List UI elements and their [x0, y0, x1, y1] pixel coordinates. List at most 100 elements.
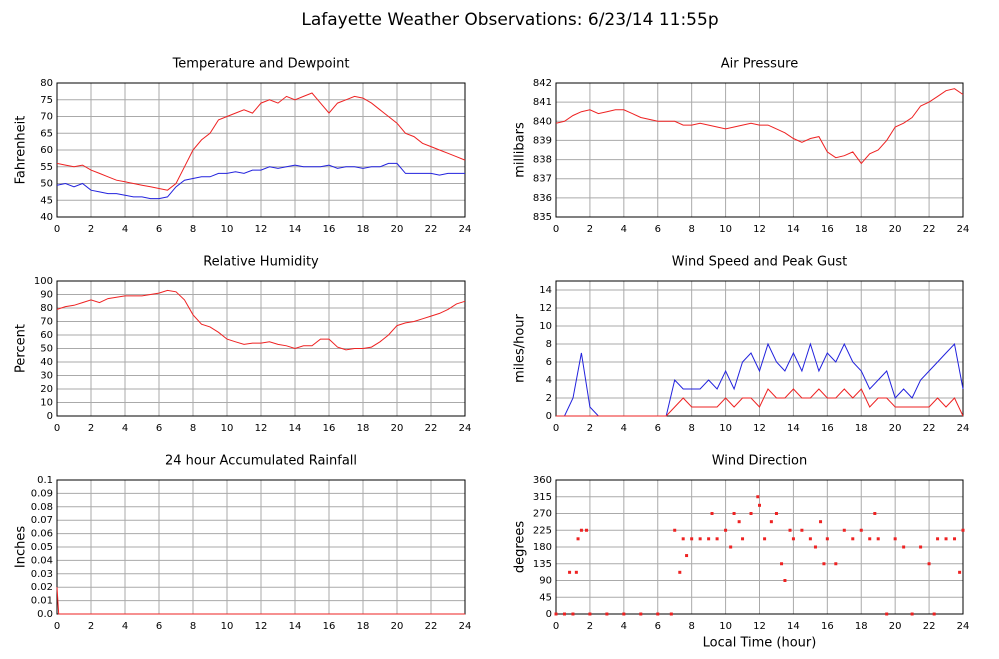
chart-title: Temperature and Dewpoint — [172, 57, 350, 72]
x-tick-label: 16 — [821, 224, 834, 235]
x-tick-label: 18 — [855, 621, 868, 632]
x-tick-label: 8 — [190, 621, 196, 632]
y-tick-label: 12 — [539, 303, 552, 314]
data-point — [834, 562, 838, 566]
x-tick-label: 6 — [156, 621, 162, 632]
x-tick-label: 24 — [957, 224, 970, 235]
x-tick-label: 2 — [587, 621, 593, 632]
y-tick-label: 838 — [533, 155, 552, 166]
data-point — [932, 612, 936, 616]
data-line — [56, 162, 465, 200]
x-tick-label: 8 — [688, 224, 694, 235]
y-tick-label: 0.1 — [37, 475, 53, 486]
y-tick-label: 0.07 — [31, 515, 53, 526]
y-tick-label: 2 — [546, 393, 552, 404]
y-tick-label: 10 — [539, 321, 552, 332]
data-point — [859, 528, 863, 532]
y-tick-label: 0.08 — [31, 502, 53, 513]
x-tick-label: 12 — [753, 423, 766, 434]
x-tick-label: 8 — [688, 621, 694, 632]
data-point — [769, 520, 773, 524]
data-point — [927, 562, 931, 566]
data-point — [961, 528, 965, 532]
data-point — [919, 545, 923, 549]
y-tick-label: 180 — [533, 542, 552, 553]
data-point — [681, 537, 685, 541]
x-tick-label: 0 — [54, 224, 60, 235]
y-tick-label: 841 — [533, 97, 552, 108]
plot-frame — [555, 280, 964, 417]
y-tick-label: 135 — [533, 559, 552, 570]
data-point — [763, 537, 767, 541]
plot-frame — [56, 280, 466, 417]
data-point — [822, 562, 826, 566]
y-tick-label: 0.05 — [31, 542, 53, 553]
data-point — [656, 612, 660, 616]
page-title: Lafayette Weather Observations: 6/23/14 … — [301, 10, 718, 30]
x-tick-label: 24 — [459, 621, 472, 632]
data-point — [885, 612, 889, 616]
x-tick-label: 20 — [889, 224, 902, 235]
x-tick-label: 24 — [957, 621, 970, 632]
x-tick-label: 4 — [122, 621, 128, 632]
y-tick-label: 835 — [533, 212, 552, 223]
y-tick-label: 0 — [546, 411, 552, 422]
x-tick-label: 0 — [54, 621, 60, 632]
data-point — [780, 562, 784, 566]
x-tick-label: 18 — [855, 423, 868, 434]
y-axis-label: Inches — [14, 526, 29, 568]
y-axis-label: miles/hour — [513, 313, 528, 382]
data-point — [893, 537, 897, 541]
y-tick-label: 840 — [533, 116, 552, 127]
x-tick-label: 18 — [357, 423, 370, 434]
x-tick-label: 6 — [655, 423, 661, 434]
x-tick-label: 22 — [923, 423, 936, 434]
data-point — [813, 545, 817, 549]
x-tick-label: 20 — [391, 224, 404, 235]
y-tick-label: 70 — [40, 112, 53, 123]
data-point — [710, 512, 714, 515]
x-tick-label: 4 — [122, 224, 128, 235]
y-tick-label: 70 — [40, 317, 53, 328]
data-point — [562, 612, 566, 616]
x-tick-label: 16 — [323, 224, 336, 235]
data-point — [554, 612, 558, 616]
y-tick-label: 45 — [40, 195, 53, 206]
x-tick-label: 4 — [621, 423, 627, 434]
y-tick-label: 0.02 — [31, 582, 53, 593]
data-point — [819, 520, 823, 524]
data-point — [758, 503, 761, 507]
y-tick-label: 0.0 — [37, 609, 53, 620]
data-line — [56, 587, 465, 615]
x-axis-label: Local Time (hour) — [703, 636, 817, 651]
chart-title: Wind Direction — [712, 454, 808, 469]
y-tick-label: 837 — [533, 174, 552, 185]
y-tick-label: 315 — [533, 492, 552, 503]
x-tick-label: 20 — [391, 423, 404, 434]
x-tick-label: 22 — [923, 224, 936, 235]
x-tick-label: 18 — [855, 224, 868, 235]
data-point — [825, 537, 829, 541]
data-point — [678, 570, 682, 574]
y-axis-label: Fahrenheit — [14, 116, 29, 185]
data-point — [639, 612, 643, 616]
data-point — [774, 512, 778, 515]
data-line — [556, 388, 964, 417]
x-tick-label: 14 — [289, 224, 302, 235]
data-point — [800, 528, 804, 532]
y-tick-label: 40 — [40, 357, 53, 368]
y-tick-label: 14 — [539, 285, 552, 296]
data-point — [690, 537, 694, 541]
y-tick-label: 842 — [533, 78, 552, 89]
data-point — [568, 570, 572, 574]
y-tick-label: 60 — [40, 330, 53, 341]
x-tick-label: 2 — [88, 621, 94, 632]
y-tick-label: 6 — [546, 357, 552, 368]
y-tick-label: 0.06 — [31, 529, 53, 540]
x-tick-label: 0 — [54, 423, 60, 434]
x-tick-label: 0 — [553, 423, 559, 434]
data-point — [910, 612, 914, 616]
data-point — [788, 528, 792, 532]
data-point — [783, 579, 787, 582]
